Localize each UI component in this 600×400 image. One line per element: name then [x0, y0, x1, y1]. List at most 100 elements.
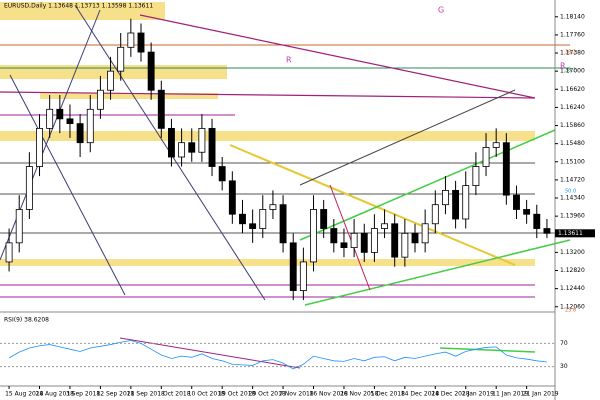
- candle-body: [330, 228, 338, 244]
- y-tick-label: 1.17380: [560, 50, 585, 57]
- annotation: 38.2: [565, 68, 576, 74]
- rsi-trend: [439, 347, 536, 353]
- rsi-line: [8, 340, 547, 370]
- candle-body: [117, 46, 125, 72]
- trend-line: [0, 91, 536, 99]
- y-tick-label: 1.15100: [560, 158, 585, 165]
- candle-body: [279, 204, 287, 244]
- candle-body: [178, 142, 186, 158]
- candle-body: [391, 223, 399, 258]
- candle-body: [137, 32, 145, 53]
- candle-body: [472, 166, 480, 187]
- candle-body: [401, 232, 409, 258]
- candle-body: [5, 242, 13, 263]
- y-tick-label: 1.15480: [560, 140, 585, 147]
- candle-body: [96, 89, 104, 110]
- annotation: G: [438, 6, 444, 15]
- y-tick-label: 1.14340: [560, 195, 585, 202]
- trend-line: [299, 129, 556, 241]
- candle-body: [86, 108, 94, 144]
- candle-body: [218, 166, 226, 182]
- candle-body: [15, 209, 23, 244]
- zone: [0, 131, 535, 141]
- candle-body: [320, 209, 328, 229]
- y-tick-label: 1.12060: [560, 303, 585, 310]
- x-tick-label: 24 Dec 2018: [431, 391, 470, 398]
- candle-body: [381, 223, 388, 229]
- x-tick-label: 3 Sep 2018: [66, 391, 100, 398]
- x-tick-label: 16 Nov 2018: [310, 391, 349, 398]
- candle-body: [36, 127, 43, 167]
- y-tick-label: 1.15860: [560, 122, 585, 129]
- drawings: [0, 0, 571, 400]
- zone: [0, 259, 535, 266]
- candle-body: [127, 32, 135, 48]
- candle-body: [543, 228, 551, 234]
- y-tick-label: 1.12820: [560, 267, 585, 274]
- candle-body: [66, 118, 74, 125]
- candle-body: [228, 180, 236, 215]
- candle-body: [492, 142, 500, 148]
- candle-body: [147, 51, 155, 91]
- y-tick-label: 1.17000: [560, 68, 585, 75]
- candle-body: [411, 232, 419, 244]
- chart-header: EURUSD,Daily 1.13648 1.13713 1.13598 1.1…: [4, 3, 153, 10]
- trend-line: [304, 239, 571, 306]
- candle-body: [239, 213, 246, 225]
- channel-line: [9, 74, 126, 296]
- candle-body: [299, 261, 307, 291]
- x-tick-label: 14 Dec 2018: [401, 391, 440, 398]
- x-tick-label: 21 Jan 2019: [523, 391, 559, 398]
- x-tick-label: 24 Aug 2018: [36, 391, 75, 398]
- price-box: [555, 229, 595, 238]
- trend-line: [229, 144, 516, 266]
- candle-body: [289, 242, 297, 291]
- candle-body: [56, 108, 64, 120]
- annotation: 38.2: [565, 50, 576, 56]
- candle-body: [360, 232, 368, 253]
- y-tick-label: 1.17760: [560, 31, 585, 38]
- x-tick-label: 29 Oct 2018: [249, 391, 286, 398]
- x-tick-label: 19 Oct 2018: [218, 391, 255, 398]
- x-tick-label: 1 Oct 2018: [157, 391, 190, 398]
- candle-body: [167, 127, 175, 158]
- x-tick-label: 11 Jan 2019: [492, 391, 528, 398]
- y-tick-label: 1.13960: [560, 213, 585, 220]
- trend-line: [139, 14, 536, 99]
- x-tick-label: 7 Nov 2018: [279, 391, 314, 398]
- x-tick-label: 26 Nov 2018: [340, 391, 379, 398]
- annotation: 23.6: [565, 308, 576, 314]
- candle-body: [462, 185, 470, 220]
- candle-body: [25, 166, 33, 210]
- trend-line: [329, 184, 371, 291]
- candle-body: [340, 242, 348, 249]
- candle-body: [452, 189, 460, 220]
- candle-body: [259, 209, 267, 229]
- candle-body: [76, 123, 84, 144]
- zone: [0, 2, 165, 20]
- candle-body: [208, 127, 216, 167]
- y-tick-label: 1.13200: [560, 249, 585, 256]
- annotation: R: [286, 56, 292, 65]
- x-tick-label: 15 Aug 2018: [5, 391, 44, 398]
- last-price: 1.13611: [558, 230, 583, 237]
- candle-body: [157, 89, 165, 129]
- candle-body: [198, 127, 206, 153]
- y-tick-label: 1.12440: [560, 285, 585, 292]
- candle-body: [502, 142, 510, 196]
- x-tick-label: 5 Dec 2018: [370, 391, 405, 398]
- x-tick-label: 2 Jan 2019: [462, 391, 494, 398]
- y-tick-label: 1.14720: [560, 176, 585, 183]
- y-tick-label: 70: [560, 340, 568, 347]
- annotation: R: [560, 62, 566, 71]
- candle-body: [523, 209, 531, 215]
- candle-body: [421, 223, 429, 244]
- candle-body: [310, 209, 317, 263]
- candle-body: [269, 204, 277, 210]
- annotation: 50.0: [565, 189, 576, 195]
- rsi-header: RSI(9) 38.6208: [4, 317, 49, 324]
- y-tick-label: 1.16240: [560, 104, 585, 111]
